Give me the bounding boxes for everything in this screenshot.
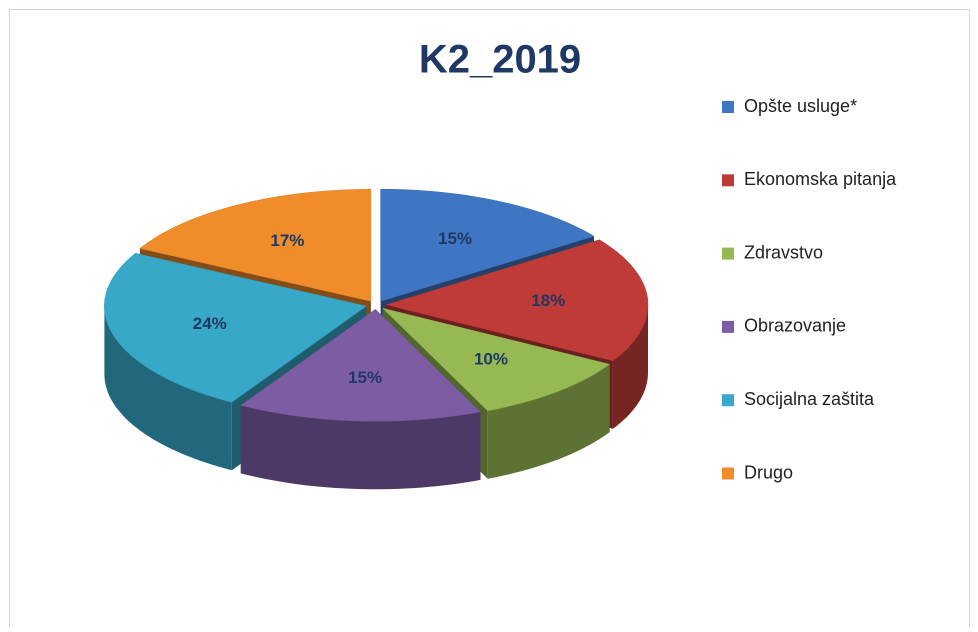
data-label: 15% (438, 229, 472, 248)
legend-swatch (722, 101, 734, 113)
legend-label: Zdravstvo (744, 242, 823, 262)
legend-label: Opšte usluge* (744, 96, 857, 116)
legend-label: Drugo (744, 462, 793, 482)
slice (104, 252, 367, 403)
legend-label: Ekonomska pitanja (744, 169, 897, 189)
chart-title: K2_2019 (419, 38, 581, 82)
slice (381, 307, 611, 412)
data-label: 15% (348, 368, 382, 387)
data-label: 17% (270, 231, 304, 250)
data-label: 18% (531, 291, 565, 310)
legend-swatch (722, 394, 734, 407)
pie: 15% 18% 10% 15% 24% 17% (104, 188, 649, 490)
slice (380, 188, 595, 302)
legend-swatch (722, 247, 734, 260)
slice-side (612, 304, 648, 429)
slice (385, 239, 649, 362)
legend-label: Obrazovanje (744, 316, 846, 336)
slice-side (104, 306, 232, 471)
legend: Opšte usluge* Ekonomska pitanja Zdravstvo O… (722, 96, 897, 482)
slice-side (487, 364, 610, 479)
legend-swatch (722, 320, 734, 333)
slice (139, 189, 372, 302)
legend-label: Socijalna zaštita (744, 389, 875, 409)
slice (240, 308, 481, 422)
data-label: 24% (193, 314, 227, 333)
legend-swatch (722, 174, 734, 187)
data-label: 10% (474, 349, 508, 368)
slice-side (240, 405, 481, 490)
legend-swatch (722, 467, 734, 480)
